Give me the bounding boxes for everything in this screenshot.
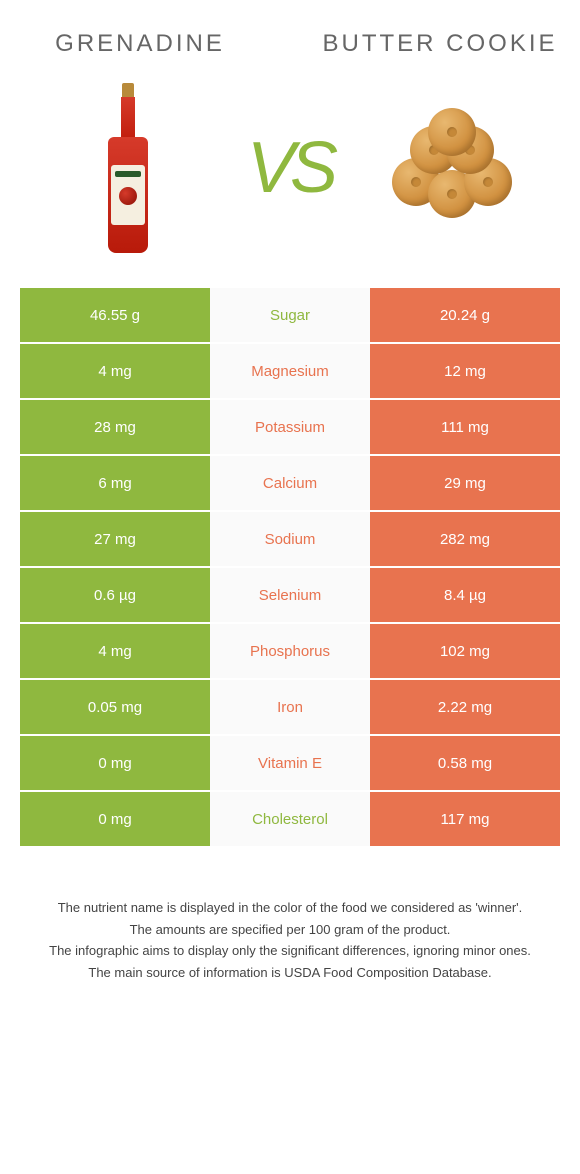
right-value-cell: 29 mg — [370, 456, 560, 512]
nutrient-name-cell: Phosphorus — [210, 624, 370, 680]
right-value-cell: 117 mg — [370, 792, 560, 848]
left-value-cell: 0 mg — [20, 792, 210, 848]
left-value-cell: 27 mg — [20, 512, 210, 568]
footer-line: The infographic aims to display only the… — [20, 941, 560, 961]
nutrient-name-cell: Magnesium — [210, 344, 370, 400]
left-value-cell: 28 mg — [20, 400, 210, 456]
left-food-title: GRENADINE — [20, 30, 260, 58]
left-value-cell: 0 mg — [20, 736, 210, 792]
table-row: 27 mgSodium282 mg — [20, 512, 560, 568]
table-row: 0.05 mgIron2.22 mg — [20, 680, 560, 736]
left-value-cell: 0.6 µg — [20, 568, 210, 624]
footer-notes: The nutrient name is displayed in the co… — [20, 898, 560, 982]
table-row: 46.55 gSugar20.24 g — [20, 288, 560, 344]
right-value-cell: 8.4 µg — [370, 568, 560, 624]
footer-line: The main source of information is USDA F… — [20, 963, 560, 983]
grenadine-bottle-icon — [103, 83, 153, 253]
nutrients-table: 46.55 gSugar20.24 g4 mgMagnesium12 mg28 … — [20, 288, 560, 848]
nutrient-name-cell: Cholesterol — [210, 792, 370, 848]
infographic-container: GRENADINE BUTTER COOKIE VS 46.55 gSugar2… — [0, 0, 580, 1024]
left-value-cell: 4 mg — [20, 624, 210, 680]
images-row: VS — [20, 78, 560, 258]
butter-cookies-icon — [382, 108, 522, 228]
nutrient-name-cell: Iron — [210, 680, 370, 736]
vs-label: VS — [237, 127, 343, 209]
table-row: 28 mgPotassium111 mg — [20, 400, 560, 456]
nutrient-name-cell: Selenium — [210, 568, 370, 624]
footer-line: The nutrient name is displayed in the co… — [20, 898, 560, 918]
header-row: GRENADINE BUTTER COOKIE — [20, 30, 560, 58]
nutrient-name-cell: Sodium — [210, 512, 370, 568]
right-value-cell: 12 mg — [370, 344, 560, 400]
nutrient-name-cell: Potassium — [210, 400, 370, 456]
table-row: 0.6 µgSelenium8.4 µg — [20, 568, 560, 624]
right-value-cell: 111 mg — [370, 400, 560, 456]
left-value-cell: 0.05 mg — [20, 680, 210, 736]
nutrient-name-cell: Sugar — [210, 288, 370, 344]
right-value-cell: 20.24 g — [370, 288, 560, 344]
right-food-title: BUTTER COOKIE — [320, 30, 560, 58]
table-row: 4 mgMagnesium12 mg — [20, 344, 560, 400]
right-value-cell: 0.58 mg — [370, 736, 560, 792]
left-food-image — [20, 78, 237, 258]
table-row: 0 mgVitamin E0.58 mg — [20, 736, 560, 792]
table-row: 6 mgCalcium29 mg — [20, 456, 560, 512]
right-value-cell: 2.22 mg — [370, 680, 560, 736]
footer-line: The amounts are specified per 100 gram o… — [20, 920, 560, 940]
right-value-cell: 102 mg — [370, 624, 560, 680]
left-value-cell: 46.55 g — [20, 288, 210, 344]
nutrient-name-cell: Vitamin E — [210, 736, 370, 792]
right-food-image — [343, 78, 560, 258]
table-row: 0 mgCholesterol117 mg — [20, 792, 560, 848]
left-value-cell: 4 mg — [20, 344, 210, 400]
table-row: 4 mgPhosphorus102 mg — [20, 624, 560, 680]
nutrient-name-cell: Calcium — [210, 456, 370, 512]
right-value-cell: 282 mg — [370, 512, 560, 568]
left-value-cell: 6 mg — [20, 456, 210, 512]
